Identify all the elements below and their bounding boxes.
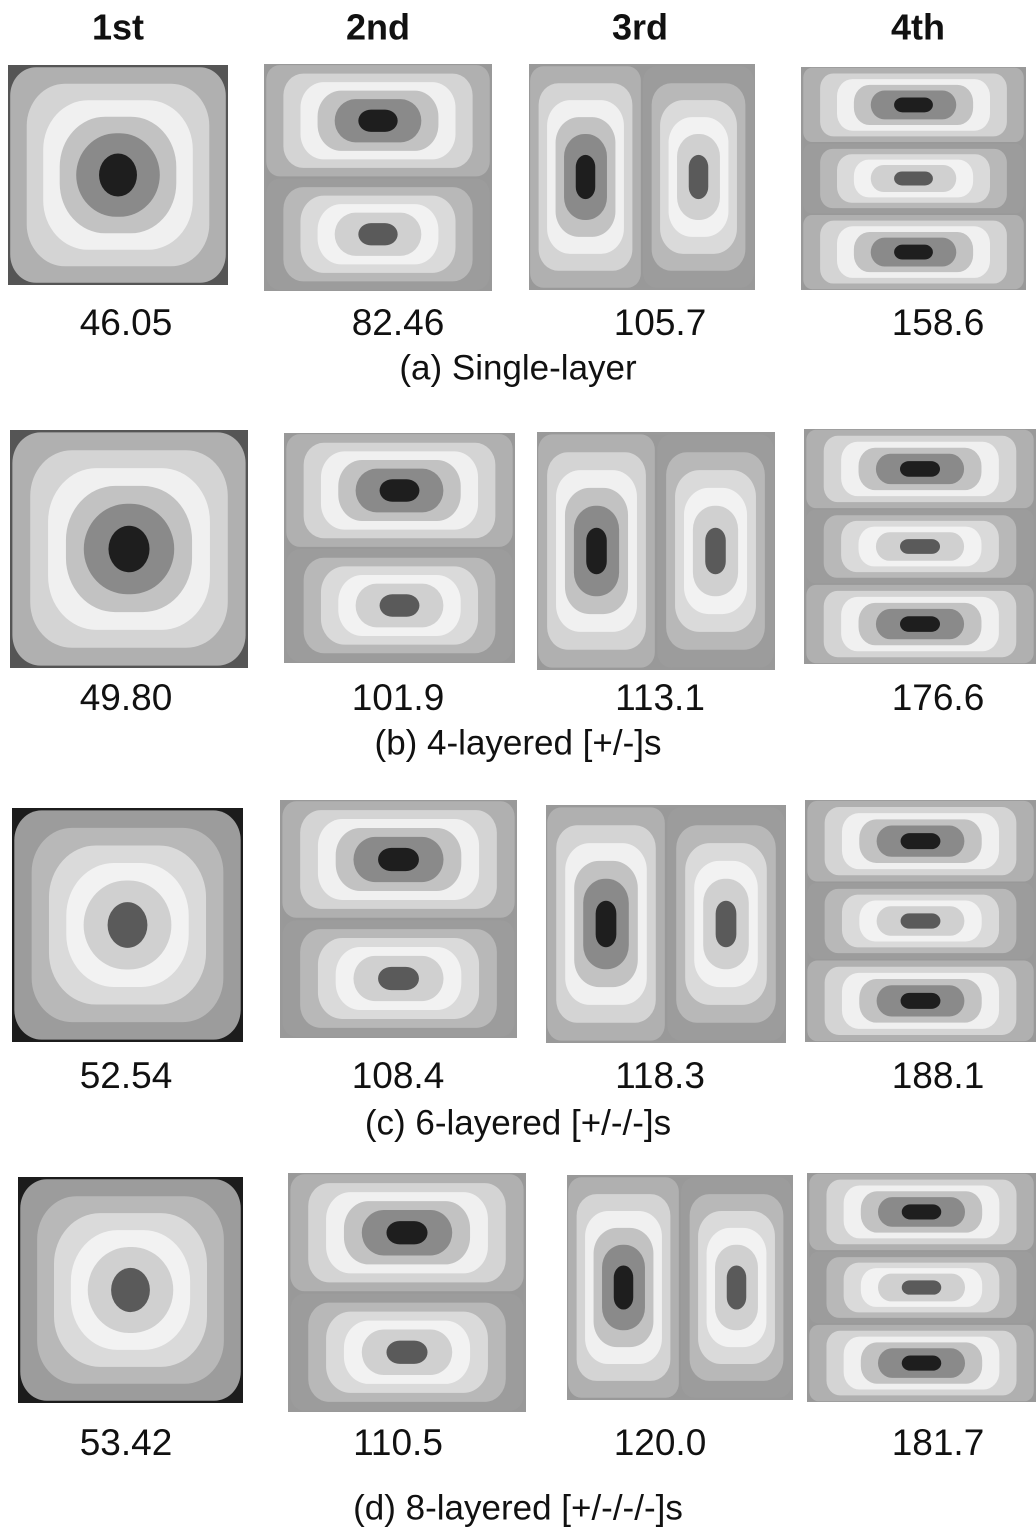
mode-shape [529,64,755,290]
frequency-value: 53.42 [80,1422,173,1463]
frequency-value: 82.46 [352,302,445,343]
contour-band [596,901,617,948]
contour-band [99,153,137,196]
frequency-value: 120.0 [614,1422,707,1463]
contour-band [902,1204,942,1219]
frequency-value: 105.7 [614,302,707,343]
mode-shape [264,64,492,291]
frequency-value: 46.05 [80,302,173,343]
contour-band [576,155,595,199]
mode-shape [537,432,775,670]
row-caption: (c) 6-layered [+/-/-]s [365,1103,671,1142]
column-header: 3rd [612,7,668,48]
column-header: 2nd [346,7,410,48]
contour-band [378,848,419,871]
contour-band [111,1268,150,1312]
figure: 1st 2nd 3rd 4th 46.05 82.46 105.7 158.6 (a) Sing… [0,0,1036,1535]
contour-band [358,223,397,245]
frequency-value: 118.3 [615,1055,705,1096]
contour-band [727,1266,746,1310]
contour-band [900,616,940,632]
contour-band [902,1355,942,1370]
row-caption: (d) 8-layered [+/-/-/-]s [353,1488,683,1527]
contour-band [901,993,941,1009]
mode-shape [567,1175,793,1400]
contour-band [716,901,737,948]
contour-band [894,97,933,112]
contour-band [108,902,148,948]
contour-band [358,110,397,132]
mode-shape [8,65,228,285]
mode-shape [280,800,517,1038]
mode-shape [10,430,248,668]
contour-band [614,1266,633,1310]
frequency-value: 49.80 [80,677,173,718]
frequency-value: 188.1 [892,1055,985,1096]
mode-shape [18,1177,243,1403]
contour-band [689,155,708,199]
page: {"headers": ["1st", "2nd", "3rd", "4th"]… [0,0,1036,1535]
contour-band [894,172,933,186]
mode-shape [288,1173,526,1412]
contour-band [380,479,420,501]
mode-shape [805,800,1036,1042]
frequency-value: 108.4 [352,1055,445,1096]
contour-band [378,967,419,990]
row-caption: (b) 4-layered [+/-]s [375,723,662,762]
contour-band [902,1280,942,1294]
contour-band [901,913,941,928]
mode-shape [801,67,1026,290]
frequency-value: 52.54 [80,1055,173,1096]
mode-shape [284,433,515,663]
frequency-value: 110.5 [353,1422,443,1463]
frequency-value: 101.9 [352,677,445,718]
contour-band [900,461,940,477]
contour-band [586,528,607,575]
mode-shape [12,808,243,1042]
mode-shape [804,429,1036,664]
contour-band [705,528,726,575]
contour-band [386,1341,427,1364]
contour-band [386,1221,427,1244]
contour-band [380,594,420,616]
contour-band [900,539,940,554]
mode-shape [546,805,786,1043]
contour-band [901,833,941,849]
column-header: 4th [891,7,945,48]
contour-band [108,526,149,573]
row-caption: (a) Single-layer [399,348,637,387]
frequency-value: 176.6 [892,677,985,718]
column-header: 1st [92,7,144,48]
contour-band [894,245,933,260]
frequency-value: 181.7 [892,1422,985,1463]
frequency-value: 113.1 [615,677,705,718]
mode-shape [807,1173,1036,1402]
frequency-value: 158.6 [892,302,985,343]
